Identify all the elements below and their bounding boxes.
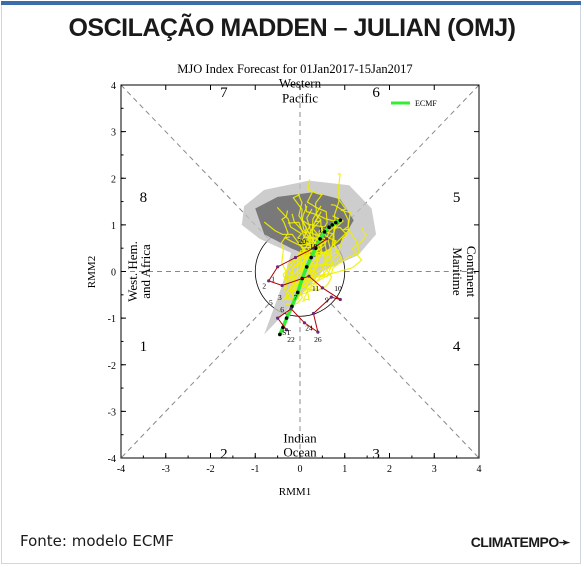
observed-point xyxy=(320,286,324,290)
ensemble-member-track xyxy=(299,223,332,286)
ecmf-forecast-point xyxy=(322,230,327,234)
ensemble-member-track xyxy=(280,210,295,283)
ensemble-member-track xyxy=(286,217,340,301)
observed-point xyxy=(276,265,280,269)
legend-label-ecmf: ECMF xyxy=(415,99,437,108)
region-label-right: Continent xyxy=(464,246,479,298)
ensemble-member-track xyxy=(294,196,352,288)
observed-day-label: 1 xyxy=(271,274,275,283)
source-caption: Fonte: modelo ECMF xyxy=(20,532,174,550)
region-label-top: Western xyxy=(279,75,322,90)
x-tick-label: -1 xyxy=(251,464,259,475)
chart-title: MJO Index Forecast for 01Jan2017-15Jan20… xyxy=(177,62,412,76)
ecmf-forecast-point xyxy=(309,255,313,260)
observed-point xyxy=(293,255,298,260)
observed-day-label: 24 xyxy=(305,323,313,332)
mjo-figure: MJO Index Forecast for 01Jan2017-15Jan20… xyxy=(84,58,506,504)
ecmf-forecast-point xyxy=(327,225,331,230)
observed-day-label: 6 xyxy=(280,305,284,314)
observed-point xyxy=(311,246,316,250)
phase-label-4: 4 xyxy=(453,339,461,355)
observed-point xyxy=(311,311,316,316)
x-axis-label: RMM1 xyxy=(279,486,311,498)
observed-day-label: 2 xyxy=(262,281,266,290)
y-tick-label: -4 xyxy=(108,454,116,465)
mjo-phase-diagram: MJO Index Forecast for 01Jan2017-15Jan20… xyxy=(86,62,482,498)
region-label-left: West. Hem. xyxy=(125,241,140,302)
y-axis-label: RMM2 xyxy=(86,256,98,288)
ecmf-forecast-point xyxy=(278,332,282,337)
observed-day-label: 10 xyxy=(334,284,342,293)
brand-name: CLIMATEMPO xyxy=(470,534,560,550)
observed-point xyxy=(276,316,280,320)
ecmf-forecast-point xyxy=(304,265,309,269)
y-tick-label: -1 xyxy=(108,314,116,325)
ecmf-forecast-point xyxy=(330,223,335,227)
observed-point xyxy=(289,307,293,311)
brand-logo: CLIMATEMPO➛ xyxy=(470,534,571,551)
phase-label-8: 8 xyxy=(140,190,148,206)
y-tick-label: -2 xyxy=(108,361,116,372)
x-tick-label: 2 xyxy=(387,464,392,475)
observed-point xyxy=(267,279,271,283)
ecmf-forecast-point xyxy=(334,220,338,225)
region-label-right: Maritime xyxy=(450,247,465,296)
observed-point xyxy=(338,297,342,302)
ensemble-member-track xyxy=(287,221,319,299)
region-label-bottom: Indian xyxy=(283,431,317,446)
observed-track xyxy=(267,238,341,334)
region-label-top: Pacific xyxy=(282,91,318,106)
x-tick-label: 3 xyxy=(432,464,437,475)
observed-day-label: 15 xyxy=(319,226,327,235)
observed-day-label: 9 xyxy=(325,295,329,304)
y-tick-label: 4 xyxy=(111,81,116,92)
observed-point xyxy=(302,321,307,325)
x-tick-label: -2 xyxy=(206,464,214,475)
y-tick-label: 0 xyxy=(111,268,116,279)
x-tick-label: -3 xyxy=(162,464,170,475)
x-tick-label: 1 xyxy=(342,464,347,475)
y-tick-label: 3 xyxy=(111,128,116,139)
y-tick-label: 1 xyxy=(111,221,116,232)
x-tick-label: 4 xyxy=(477,464,482,475)
observed-day-label: 22 xyxy=(287,335,295,344)
phase-divider-line xyxy=(120,303,270,459)
observed-day-label: 7 xyxy=(294,293,298,302)
observed-day-label: 3 xyxy=(278,293,282,302)
ensemble-member-track xyxy=(299,227,367,288)
observed-day-label: 5 xyxy=(269,298,273,307)
observed-point xyxy=(329,295,333,299)
observed-day-label: 26 xyxy=(314,335,322,344)
region-label-bottom: Ocean xyxy=(283,445,317,460)
phase-label-7: 7 xyxy=(220,85,228,101)
card-top-accent xyxy=(1,1,581,5)
observed-day-label: 18 xyxy=(310,242,318,251)
phase-label-2: 2 xyxy=(220,446,228,462)
observed-point xyxy=(316,330,320,334)
observed-day-label: 11 xyxy=(312,284,319,293)
region-label-left: and Africa xyxy=(138,244,153,299)
y-tick-label: -3 xyxy=(108,407,116,418)
x-tick-label: 0 xyxy=(298,464,303,475)
observed-point xyxy=(307,274,311,278)
phase-label-6: 6 xyxy=(372,85,380,101)
phase-label-1: 1 xyxy=(140,339,148,355)
page-title: OSCILAÇÃO MADDEN – JULIAN (OMJ) xyxy=(68,14,516,42)
y-tick-label: 2 xyxy=(111,174,116,185)
ecmf-forecast-point xyxy=(284,316,289,320)
observed-point xyxy=(284,328,289,332)
observed-point xyxy=(325,237,329,241)
ecmf-forecast-point xyxy=(338,218,343,223)
x-tick-label: -4 xyxy=(117,464,125,475)
phase-label-3: 3 xyxy=(372,446,380,462)
ecmf-forecast-point xyxy=(295,290,300,295)
ecmf-forecast-point xyxy=(318,237,322,241)
brand-arrow-icon: ➛ xyxy=(558,534,571,550)
observed-day-label: 20 xyxy=(298,237,306,246)
observed-point xyxy=(280,283,284,288)
phase-divider-line xyxy=(330,303,480,459)
observed-day-label: ST xyxy=(282,328,291,337)
phase-label-5: 5 xyxy=(453,190,461,206)
